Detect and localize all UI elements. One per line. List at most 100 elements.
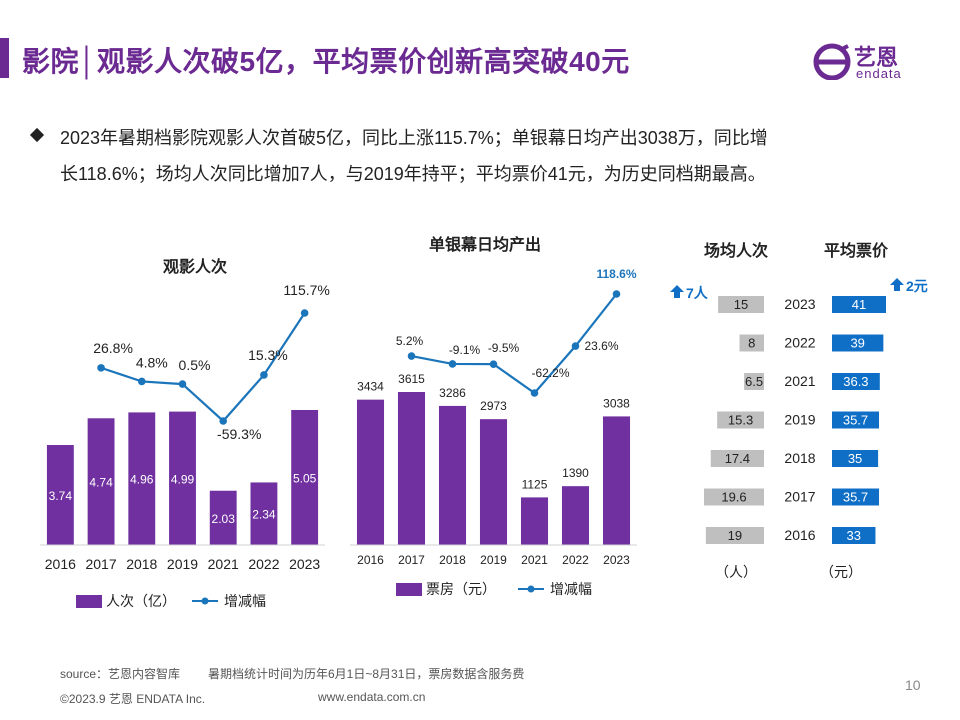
price-bar [832, 373, 880, 390]
growth-label: -59.3% [217, 426, 261, 442]
change-right-label: 2元 [906, 278, 928, 294]
year-label: 2019 [784, 412, 815, 428]
up-arrow-icon [670, 285, 684, 298]
x-tick-label: 2021 [521, 553, 548, 567]
x-tick-label: 2016 [357, 553, 384, 567]
growth-label: 0.5% [179, 357, 211, 373]
growth-point [178, 380, 187, 388]
attendance-label: 8 [748, 336, 755, 351]
x-tick-label: 2022 [562, 553, 589, 567]
x-tick-label: 2017 [398, 553, 425, 567]
page-title: 影院│观影人次破5亿，平均票价创新高突破40元 [22, 46, 630, 77]
bar-2016 [356, 399, 385, 545]
bar-2017 [87, 418, 115, 545]
attendance-bar [739, 334, 764, 352]
x-tick-label: 2018 [439, 553, 466, 567]
legend-line-label: 增减幅 [550, 581, 592, 597]
bar-label: 5.05 [293, 472, 317, 486]
attendance-bar [717, 411, 764, 429]
bar-label: 4.96 [130, 473, 154, 487]
growth-point [137, 377, 146, 386]
legend-line-marker [527, 585, 535, 593]
bar-2021 [520, 497, 549, 545]
growth-label: 26.8% [93, 340, 133, 356]
legend-bar-label: 票房（元） [426, 581, 496, 597]
growth-point [407, 352, 416, 360]
attendance-bar [718, 296, 764, 313]
growth-label: 115.7% [283, 282, 329, 298]
attendance-label: 6.5 [745, 374, 763, 389]
price-bar [832, 411, 880, 429]
attendance-label: 15.3 [728, 413, 753, 428]
x-tick-label: 2019 [167, 556, 198, 572]
x-tick-label: 2016 [45, 556, 76, 572]
growth-point [489, 360, 498, 368]
growth-label: 4.8% [136, 354, 168, 370]
change-left-label: 7人 [686, 285, 709, 301]
footer-website[interactable]: www.endata.com.cn [318, 690, 426, 704]
year-label: 2017 [784, 489, 815, 505]
price-bar [832, 450, 879, 467]
price-label: 36.3 [843, 374, 868, 389]
legend-bar-swatch [396, 583, 422, 596]
attendance-bar [704, 488, 764, 506]
bar-2022 [561, 486, 590, 545]
price-bar [832, 488, 880, 506]
bar-label: 2973 [480, 399, 507, 413]
attendance-label: 17.4 [725, 451, 750, 466]
legend-line-label: 增减幅 [224, 593, 266, 609]
growth-label: 118.6% [596, 267, 636, 281]
footer-source: source：艺恩内容智库 [60, 667, 181, 681]
bar-label: 1125 [522, 477, 548, 491]
bar-2023 [602, 416, 631, 545]
x-tick-label: 2017 [85, 556, 116, 572]
growth-point [260, 371, 268, 379]
bar-2018 [438, 405, 467, 545]
footer-note: 暑期档统计时间为历年6月1日~8月31日，票房数据含服务费 [208, 667, 525, 681]
growth-line [411, 293, 618, 395]
x-tick-label: 2023 [289, 556, 320, 572]
bar-2017 [397, 392, 426, 545]
year-label: 2021 [784, 373, 815, 389]
summary-line-2: 长118.6%；场均人次同比增加7人，与2019年持平；平均票价41元，为历史同… [60, 164, 766, 184]
unit-left: （人） [715, 564, 757, 580]
bar-label: 3.74 [49, 489, 73, 503]
chart-title-right: 平均票价 [824, 241, 889, 260]
attendance-bar [710, 450, 764, 467]
chart-title: 单银幕日均产出 [429, 235, 541, 254]
attendance-bar [705, 527, 764, 544]
endata-logo-icon [813, 43, 851, 80]
growth-label: 15.3% [248, 347, 288, 363]
year-label: 2023 [784, 296, 815, 312]
x-tick-label: 2019 [480, 553, 507, 567]
growth-label: -62.2% [531, 366, 569, 380]
growth-point [448, 360, 457, 368]
unit-right: （元） [820, 564, 862, 580]
chart-title-left: 场均人次 [704, 241, 768, 260]
price-label: 35 [848, 451, 862, 466]
price-label: 35.7 [843, 413, 868, 428]
price-bar [832, 527, 876, 544]
bar-2022 [250, 482, 278, 545]
bar-label: 1390 [562, 466, 589, 480]
chart-title: 观影人次 [163, 257, 227, 276]
bar-2019 [169, 411, 196, 545]
attendance-label: 15 [734, 297, 748, 312]
growth-label: -9.1% [449, 343, 481, 357]
price-label: 35.7 [843, 490, 868, 505]
attendance-bar [744, 373, 764, 390]
growth-point [300, 309, 309, 317]
growth-point [612, 290, 621, 298]
bar-2023 [291, 410, 319, 545]
bar-2016 [46, 445, 74, 545]
bar-label: 2.03 [212, 512, 236, 526]
price-bar [832, 334, 884, 352]
endata-logo: 艺恩 endata [812, 40, 932, 84]
price-bar [832, 296, 886, 313]
bar-label: 3286 [439, 386, 466, 400]
x-tick-label: 2022 [248, 556, 279, 572]
page-number: 10 [905, 677, 921, 693]
legend-bar-label: 人次（亿） [106, 593, 176, 609]
